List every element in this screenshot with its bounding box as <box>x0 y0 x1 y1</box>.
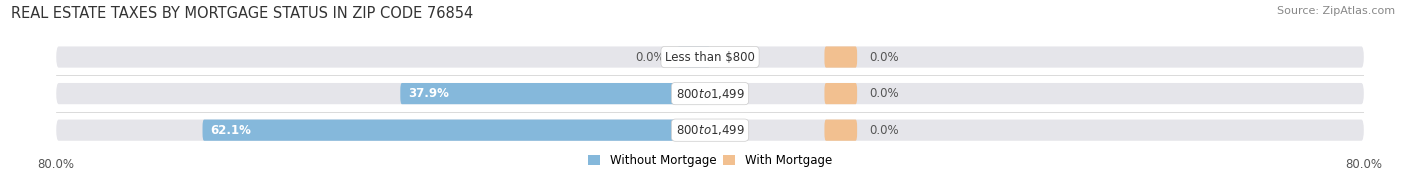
Text: 0.0%: 0.0% <box>869 51 898 64</box>
Text: Source: ZipAtlas.com: Source: ZipAtlas.com <box>1277 6 1395 16</box>
Text: 0.0%: 0.0% <box>869 124 898 137</box>
Text: $800 to $1,499: $800 to $1,499 <box>675 87 745 101</box>
Text: Less than $800: Less than $800 <box>665 51 755 64</box>
FancyBboxPatch shape <box>824 120 858 141</box>
FancyBboxPatch shape <box>824 83 858 104</box>
FancyBboxPatch shape <box>678 46 710 68</box>
Text: 37.9%: 37.9% <box>409 87 450 100</box>
FancyBboxPatch shape <box>824 46 858 68</box>
FancyBboxPatch shape <box>401 83 710 104</box>
Legend: Without Mortgage, With Mortgage: Without Mortgage, With Mortgage <box>588 154 832 167</box>
Text: 0.0%: 0.0% <box>869 87 898 100</box>
Text: 0.0%: 0.0% <box>636 51 665 64</box>
FancyBboxPatch shape <box>56 46 1364 68</box>
FancyBboxPatch shape <box>202 120 710 141</box>
Text: $800 to $1,499: $800 to $1,499 <box>675 123 745 137</box>
FancyBboxPatch shape <box>56 83 1364 104</box>
FancyBboxPatch shape <box>56 120 1364 141</box>
Text: REAL ESTATE TAXES BY MORTGAGE STATUS IN ZIP CODE 76854: REAL ESTATE TAXES BY MORTGAGE STATUS IN … <box>11 6 474 21</box>
Text: 62.1%: 62.1% <box>211 124 252 137</box>
